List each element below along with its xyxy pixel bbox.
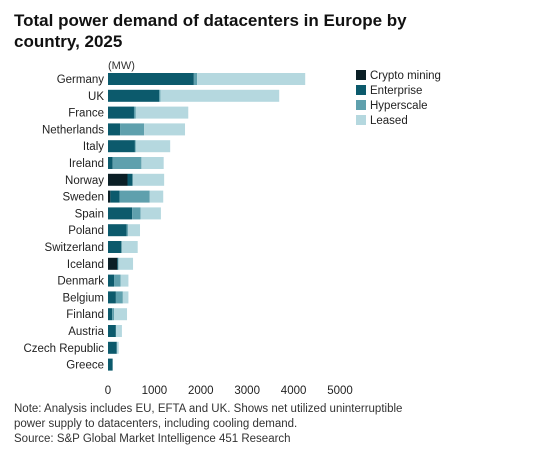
x-tick-3000: 3000 [234,385,260,397]
bar-netherlands-leased [144,123,186,136]
x-tick-1000: 1000 [142,385,168,397]
bar-belgium-leased [122,291,129,304]
y-label-sweden: Sweden [62,192,104,204]
legend: Crypto mining Enterprise Hyperscale Leased [356,70,441,127]
bar-germany-leased [197,73,306,85]
bar-italy-enterprise [108,140,135,153]
x-tick-2000: 2000 [188,385,214,397]
bar-austria-enterprise [108,325,116,337]
y-label-austria: Austria [68,326,104,338]
bars-group [108,73,306,371]
legend-swatch-crypto-mining [356,70,366,80]
bar-netherlands-enterprise [108,123,121,136]
bar-uk-leased [160,89,280,102]
bar-germany-hyperscale [193,73,198,85]
bar-spain-leased [140,207,161,220]
x-tick-4000: 4000 [281,385,307,397]
bar-finland-hyperscale [112,308,115,321]
x-tick-5000: 5000 [327,385,353,397]
y-label-spain: Spain [75,208,104,220]
bar-finland-leased [114,308,128,321]
bar-france-hyperscale [133,106,136,119]
bar-iceland-crypto-mining [108,257,118,270]
bar-netherlands-hyperscale [120,123,145,136]
bar-norway-leased [132,173,165,186]
bar-iceland-leased [118,257,134,270]
bar-belgium-hyperscale [115,291,123,304]
bar-belgium-enterprise [108,291,116,304]
y-label-germany: Germany [57,74,105,86]
bar-denmark-leased [120,274,129,287]
bar-denmark-hyperscale [114,274,121,287]
chart-title: Total power demand of datacenters in Eur… [14,11,407,51]
y-label-netherlands: Netherlands [42,124,104,136]
bar-czech-republic-leased [116,341,119,354]
unit-label: (MW) [108,60,135,72]
x-axis-ticks: 0 1000 2000 3000 4000 5000 [105,385,353,397]
y-label-norway: Norway [65,175,104,187]
bar-sweden-hyperscale [119,190,150,203]
legend-label-hyperscale: Hyperscale [370,100,428,112]
bar-switzerland-leased [121,241,138,253]
bar-spain-enterprise [108,207,133,220]
legend-label-enterprise: Enterprise [370,85,422,97]
bar-uk-enterprise [108,89,160,102]
y-label-italy: Italy [83,141,104,153]
bar-greece-enterprise [108,358,113,371]
bar-ireland-leased [141,157,164,169]
source-line: Source: S&P Global Market Intelligence 4… [14,433,291,445]
bar-germany-enterprise [108,73,194,85]
y-label-france: France [68,108,104,120]
bar-france-leased [135,106,189,119]
bar-france-enterprise [108,106,134,119]
note-line-1: Note: Analysis includes EU, EFTA and UK.… [14,403,403,415]
footnote: Note: Analysis includes EU, EFTA and UK.… [14,402,484,447]
bar-ireland-enterprise [108,157,113,169]
bar-poland-leased [127,224,141,237]
y-label-iceland: Iceland [67,259,104,271]
y-label-ireland: Ireland [69,158,104,170]
bar-spain-hyperscale [132,207,141,220]
legend-swatch-leased [356,115,366,125]
bar-sweden-enterprise [110,190,120,203]
legend-swatch-enterprise [356,85,366,95]
legend-label-crypto-mining: Crypto mining [370,70,441,82]
note-line-2: power supply to datacenters, including c… [14,418,298,430]
y-label-greece: Greece [66,360,104,372]
y-axis-labels: Germany UK France Netherlands Italy Ireland No… [23,74,104,372]
bar-uk-hyperscale [159,89,161,102]
stacked-bar-chart: (MW) Germany UK France Netherlands Italy Irel… [23,60,441,397]
bar-poland-hyperscale [126,224,128,237]
bar-norway-crypto-mining [108,173,128,186]
y-label-finland: Finland [66,309,104,321]
bar-austria-leased [115,325,122,337]
y-label-uk: UK [88,91,104,103]
y-label-switzerland: Switzerland [45,242,104,254]
bar-czech-republic-enterprise [108,341,117,354]
bar-sweden-crypto-mining [108,190,111,203]
y-label-denmark: Denmark [57,276,104,288]
bar-poland-enterprise [108,224,127,237]
bar-italy-leased [135,140,171,153]
bar-switzerland-enterprise [108,241,122,253]
bar-norway-enterprise [127,173,133,186]
bar-sweden-leased [149,190,164,203]
legend-label-leased: Leased [370,115,408,127]
y-label-belgium: Belgium [62,292,104,304]
x-tick-0: 0 [105,385,111,397]
bar-iceland-enterprise [117,257,119,270]
bar-ireland-hyperscale [112,157,142,169]
y-label-poland: Poland [68,225,104,237]
bar-finland-enterprise [108,308,113,321]
y-label-czech-republic: Czech Republic [23,343,104,355]
bar-denmark-enterprise [108,274,115,287]
bar-italy-hyperscale [134,140,136,153]
legend-swatch-hyperscale [356,100,366,110]
